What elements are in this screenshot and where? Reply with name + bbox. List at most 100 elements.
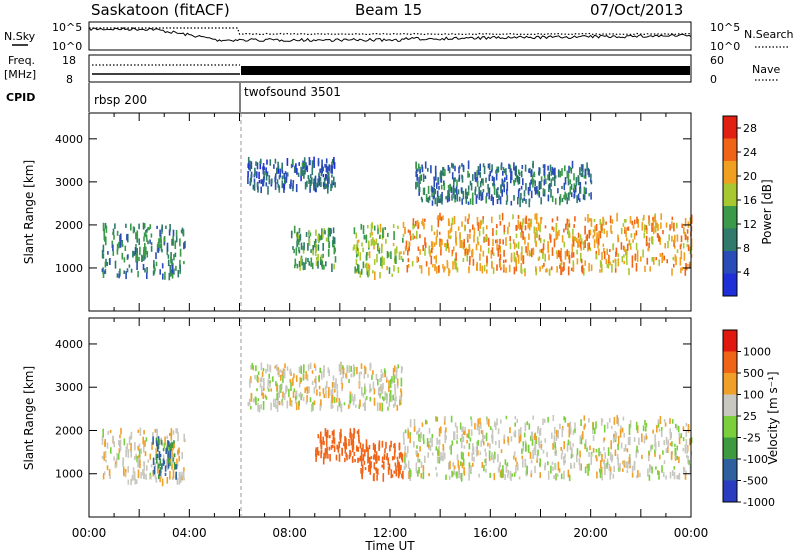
power-cbar-tick-label: 12 <box>743 218 757 231</box>
echo-cell <box>647 247 650 252</box>
echo-cell <box>495 170 497 174</box>
echo-cell <box>308 178 310 184</box>
echo-cell <box>396 367 398 373</box>
echo-cell <box>400 370 403 374</box>
echo-cell <box>630 233 633 238</box>
echo-cell <box>281 396 284 400</box>
echo-cell <box>590 180 593 185</box>
echo-cell <box>483 165 486 175</box>
echo-cell <box>252 184 255 190</box>
echo-cell <box>441 239 443 246</box>
echo-cell <box>352 399 355 406</box>
echo-cell <box>420 431 422 439</box>
echo-cell <box>295 247 298 256</box>
echo-cell <box>415 450 417 455</box>
echo-cell <box>309 175 312 179</box>
echo-cell <box>293 225 296 234</box>
echo-cell <box>419 446 421 452</box>
echo-cell <box>306 165 309 173</box>
echo-cell <box>360 363 363 369</box>
echo-cell <box>412 223 414 230</box>
echo-cell <box>431 189 433 198</box>
echo-cell <box>667 439 670 448</box>
echo-cell <box>111 240 114 248</box>
echo-cell <box>433 176 435 180</box>
echo-cell <box>520 252 523 261</box>
echo-cell <box>542 164 545 168</box>
echo-cell <box>270 179 273 185</box>
echo-cell <box>283 370 286 379</box>
echo-cell <box>464 216 467 222</box>
echo-cell <box>364 402 366 411</box>
echo-cell <box>502 167 505 171</box>
echo-cell <box>513 451 516 456</box>
echo-cell <box>300 366 303 374</box>
echo-cell <box>584 225 586 235</box>
echo-cell <box>641 221 644 231</box>
echo-cell <box>342 368 345 375</box>
echo-cell <box>425 419 427 425</box>
echo-cell <box>440 216 443 222</box>
echo-cell <box>161 224 163 232</box>
echo-cell <box>159 469 161 477</box>
echo-cell <box>162 454 165 461</box>
echo-cell <box>384 448 386 454</box>
echo-cell <box>450 415 453 423</box>
echo-cell <box>434 189 437 195</box>
echo-cell <box>307 243 309 251</box>
echo-cell <box>313 241 316 248</box>
echo-cell <box>450 446 452 455</box>
echo-cell <box>479 263 482 272</box>
echo-cell <box>471 454 474 461</box>
echo-cell <box>400 388 402 393</box>
echo-cell <box>611 219 614 224</box>
echo-cell <box>386 376 388 381</box>
power-ylabel: Slant Range [km] <box>22 160 36 264</box>
echo-cell <box>168 457 171 461</box>
echo-cell <box>275 381 277 387</box>
echo-cell <box>344 457 346 463</box>
echo-cell <box>360 454 363 463</box>
echo-cell <box>331 174 333 178</box>
echo-cell <box>396 383 399 389</box>
echo-cell <box>608 463 611 471</box>
echo-cell <box>409 470 412 477</box>
echo-cell <box>316 182 319 188</box>
echo-cell <box>365 252 368 260</box>
echo-cell <box>369 396 372 402</box>
echo-cell <box>369 232 372 238</box>
echo-cell <box>560 473 563 480</box>
echo-cell <box>166 242 169 252</box>
echo-cell <box>299 263 301 271</box>
echo-cell <box>102 222 105 232</box>
echo-cell <box>681 223 683 228</box>
echo-cell <box>529 182 531 192</box>
echo-cell <box>461 427 463 432</box>
echo-cell <box>250 161 253 169</box>
echo-cell <box>480 422 482 429</box>
echo-cell <box>480 194 483 201</box>
echo-cell <box>563 456 565 464</box>
echo-cell <box>467 160 470 170</box>
echo-cell <box>169 264 172 274</box>
echo-cell <box>487 187 490 194</box>
echo-cell <box>314 365 317 371</box>
echo-cell <box>374 271 376 280</box>
echo-cell <box>428 195 431 201</box>
echo-cell <box>582 246 585 250</box>
echo-cell <box>575 177 578 186</box>
echo-cell <box>447 230 450 239</box>
echo-cell <box>123 472 125 477</box>
echo-cell <box>457 460 460 468</box>
echo-cell <box>563 416 565 421</box>
echo-cell <box>311 380 314 385</box>
echo-cell <box>437 448 439 456</box>
echo-cell <box>333 237 336 245</box>
echo-cell <box>594 427 596 435</box>
echo-cell <box>598 447 600 457</box>
echo-cell <box>451 252 453 257</box>
echo-cell <box>481 439 484 443</box>
echo-cell <box>303 364 305 374</box>
echo-cell <box>444 430 446 439</box>
echo-cell <box>256 162 259 170</box>
